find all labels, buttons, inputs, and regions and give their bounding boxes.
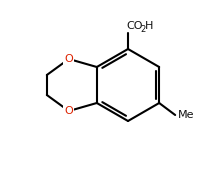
Text: Me: Me [178,110,195,120]
Text: 2: 2 [140,25,145,34]
Text: H: H [145,21,153,31]
Text: O: O [64,54,73,64]
Text: CO: CO [126,21,143,31]
Text: O: O [64,106,73,116]
